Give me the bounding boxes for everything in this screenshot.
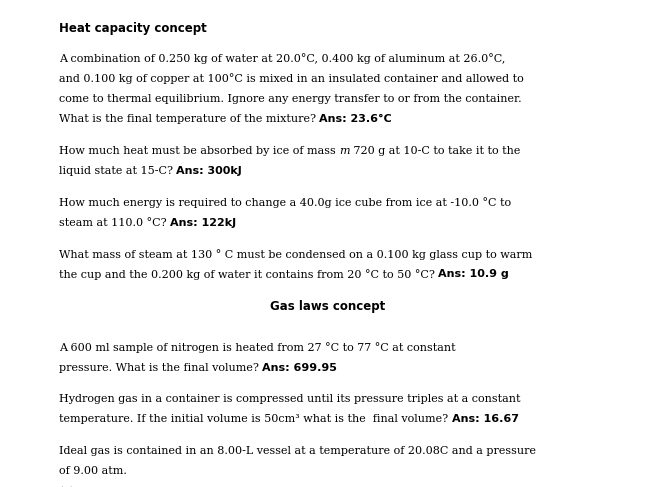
Text: m: m	[339, 146, 350, 156]
Text: Gas laws concept: Gas laws concept	[270, 300, 385, 314]
Text: How much heat must be absorbed by ice of mass: How much heat must be absorbed by ice of…	[59, 146, 339, 156]
Text: Ans: 122kJ: Ans: 122kJ	[170, 218, 236, 228]
Text: Hydrogen gas in a container is compressed until its pressure triples at a consta: Hydrogen gas in a container is compresse…	[59, 394, 521, 404]
Text: temperature. If the initial volume is 50cm³ what is the  final volume?: temperature. If the initial volume is 50…	[59, 414, 451, 425]
Text: the cup and the 0.200 kg of water it contains from 20 °C to 50 °C?: the cup and the 0.200 kg of water it con…	[59, 269, 438, 280]
Text: A 600 ml sample of nitrogen is heated from 27 °C to 77 °C at constant: A 600 ml sample of nitrogen is heated fr…	[59, 342, 456, 353]
Text: liquid state at 15-C?: liquid state at 15-C?	[59, 166, 176, 176]
Text: and 0.100 kg of copper at 100°C is mixed in an insulated container and allowed t: and 0.100 kg of copper at 100°C is mixed…	[59, 74, 524, 84]
Text: What mass of steam at 130 ° C must be condensed on a 0.100 kg glass cup to warm: What mass of steam at 130 ° C must be co…	[59, 249, 533, 260]
Text: Ans: 699.95: Ans: 699.95	[262, 363, 337, 373]
Text: Ans: 300kJ: Ans: 300kJ	[176, 166, 242, 176]
Text: Ans: 16.67: Ans: 16.67	[451, 414, 519, 425]
Text: 720 g at 10-C to take it to the: 720 g at 10-C to take it to the	[350, 146, 520, 156]
Text: Ans: 23.6°C: Ans: 23.6°C	[320, 114, 392, 125]
Text: pressure. What is the final volume?: pressure. What is the final volume?	[59, 363, 262, 373]
Text: What is the final temperature of the mixture?: What is the final temperature of the mix…	[59, 114, 320, 125]
Text: Ans: 10.9 g: Ans: 10.9 g	[438, 269, 509, 280]
Text: How much energy is required to change a 40.0g ice cube from ice at -10.0 °C to: How much energy is required to change a …	[59, 197, 511, 208]
Text: of 9.00 atm.: of 9.00 atm.	[59, 466, 127, 476]
Text: Heat capacity concept: Heat capacity concept	[59, 22, 207, 35]
Text: steam at 110.0 °C?: steam at 110.0 °C?	[59, 218, 170, 228]
Text: A combination of 0.250 kg of water at 20.0°C, 0.400 kg of aluminum at 26.0°C,: A combination of 0.250 kg of water at 20…	[59, 53, 505, 64]
Text: Ideal gas is contained in an 8.00-L vessel at a temperature of 20.08C and a pres: Ideal gas is contained in an 8.00-L vess…	[59, 446, 536, 456]
Text: come to thermal equilibrium. Ignore any energy transfer to or from the container: come to thermal equilibrium. Ignore any …	[59, 94, 521, 104]
